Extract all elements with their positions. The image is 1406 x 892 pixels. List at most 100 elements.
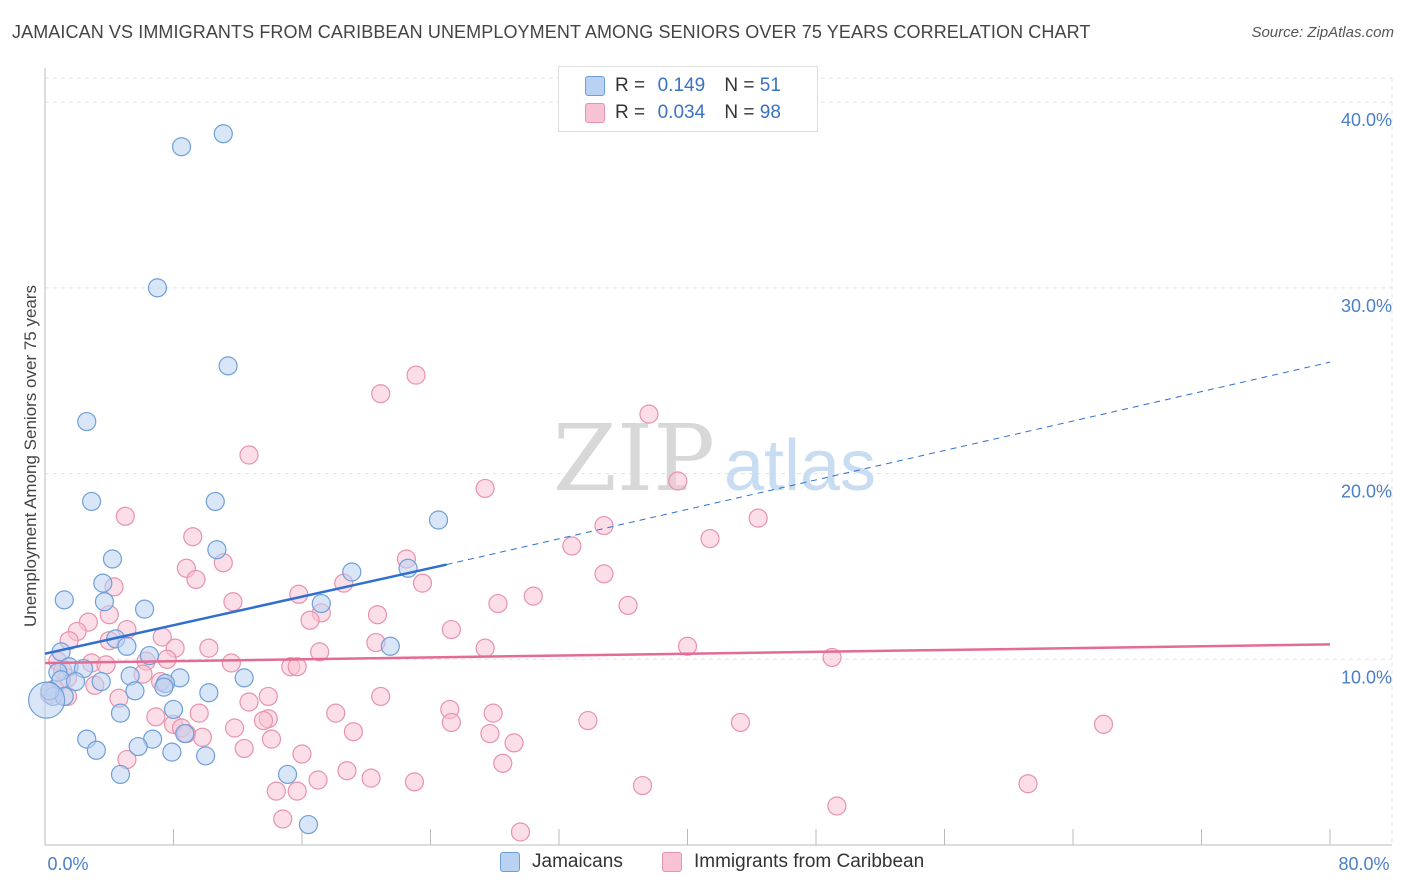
caribbean-point bbox=[748, 508, 768, 528]
caribbean-point bbox=[183, 527, 203, 547]
caribbean-point bbox=[292, 744, 312, 764]
legend-r-value: 0.149 bbox=[657, 75, 706, 96]
caribbean-point bbox=[308, 770, 328, 790]
caribbean-point bbox=[96, 655, 116, 675]
caribbean-point bbox=[730, 712, 751, 733]
jamaican-point bbox=[163, 699, 184, 720]
caribbean-point bbox=[310, 642, 330, 662]
jamaican-point bbox=[81, 491, 102, 512]
legend-n-label: N = bbox=[724, 75, 755, 96]
caribbean-point bbox=[234, 738, 254, 759]
legend-label-jamaicans: Jamaicans bbox=[532, 851, 623, 872]
bottom-legend-jamaicans[interactable]: Jamaicans bbox=[500, 851, 623, 873]
caribbean-point bbox=[221, 653, 241, 673]
caribbean-point bbox=[239, 445, 259, 465]
jamaican-point bbox=[147, 278, 168, 298]
trend-lines bbox=[44, 361, 1331, 665]
x-tick-label: 0.0% bbox=[47, 854, 88, 874]
jamaican-point bbox=[171, 137, 192, 157]
caribbean-point bbox=[146, 707, 166, 727]
jamaican-point bbox=[199, 683, 219, 703]
jamaican-point bbox=[125, 681, 145, 701]
caribbean-point bbox=[406, 365, 426, 385]
legend-swatch-jamaicans bbox=[585, 76, 605, 96]
caribbean-point bbox=[668, 471, 688, 491]
caribbean-point bbox=[523, 586, 543, 606]
caribbean-trend-line bbox=[44, 643, 1331, 665]
watermark-atlas: atlas bbox=[724, 426, 876, 506]
legend-swatch-jamaicans bbox=[500, 852, 520, 872]
jamaican-point bbox=[234, 668, 254, 688]
caribbean-point bbox=[371, 384, 391, 404]
jamaican-point bbox=[205, 491, 225, 512]
caribbean-point bbox=[371, 686, 391, 707]
caribbean-point bbox=[441, 712, 461, 733]
legend-r-value: 0.034 bbox=[657, 102, 706, 123]
series-immigrants-from-caribbean bbox=[40, 365, 1114, 842]
caribbean-point bbox=[199, 638, 219, 658]
y-tick-label: 30.0% bbox=[1341, 296, 1392, 316]
legend-n-value: 98 bbox=[759, 102, 781, 123]
caribbean-point bbox=[289, 584, 309, 604]
caribbean-point bbox=[223, 592, 243, 612]
y-axis-label: Unemployment Among Seniors over 75 years bbox=[21, 285, 40, 627]
caribbean-point bbox=[258, 686, 278, 707]
caribbean-point bbox=[700, 528, 720, 549]
caribbean-point bbox=[157, 649, 177, 669]
caribbean-point bbox=[594, 515, 614, 536]
caribbean-point bbox=[827, 796, 847, 816]
jamaican-point bbox=[162, 742, 182, 762]
caribbean-point bbox=[189, 703, 209, 723]
caribbean-point bbox=[677, 636, 698, 656]
legend-n-value: 51 bbox=[759, 75, 781, 96]
x-tick-label: 80.0% bbox=[1338, 854, 1389, 874]
x-tick-labels: 0.0% 80.0% bbox=[47, 854, 1389, 874]
jamaican-point bbox=[207, 540, 227, 560]
jamaican-point bbox=[77, 411, 97, 432]
jamaican-point bbox=[93, 573, 113, 593]
caribbean-point bbox=[300, 610, 320, 630]
watermark-zip: ZIP bbox=[553, 405, 715, 512]
bottom-legend-caribbean[interactable]: Immigrants from Caribbean bbox=[662, 851, 924, 873]
jamaican-point bbox=[380, 636, 400, 656]
caribbean-point bbox=[480, 723, 500, 744]
caribbean-point bbox=[493, 753, 513, 773]
caribbean-point bbox=[578, 710, 598, 731]
caribbean-point bbox=[475, 638, 495, 658]
legend-box: R = 0.149 N = 51 R = 0.034 N = 98 bbox=[558, 66, 818, 132]
jamaican-point bbox=[218, 356, 238, 376]
jamaican-point bbox=[213, 124, 233, 144]
caribbean-point bbox=[504, 733, 524, 753]
caribbean-point bbox=[287, 781, 307, 801]
jamaican-point bbox=[134, 599, 155, 619]
caribbean-point bbox=[639, 404, 659, 424]
caribbean-point bbox=[224, 718, 245, 738]
jamaican-point bbox=[117, 636, 137, 656]
caribbean-point bbox=[287, 657, 307, 677]
caribbean-point bbox=[186, 569, 206, 590]
caribbean-point bbox=[361, 768, 381, 788]
caribbean-point bbox=[273, 809, 293, 829]
jamaican-point bbox=[298, 814, 319, 835]
jamaican-point bbox=[139, 645, 160, 666]
jamaican-point bbox=[110, 703, 131, 723]
caribbean-point bbox=[412, 573, 433, 593]
legend-row-caribbean: R = 0.034 N = 98 bbox=[585, 100, 781, 126]
y-tick-label: 20.0% bbox=[1341, 482, 1392, 502]
caribbean-point bbox=[618, 595, 638, 616]
legend-r-label: R = bbox=[615, 75, 646, 96]
caribbean-point bbox=[1093, 714, 1114, 734]
jamaican-point bbox=[86, 740, 107, 760]
jamaican-point bbox=[277, 764, 298, 785]
jamaican-point bbox=[65, 671, 86, 692]
jamaican-point bbox=[102, 549, 123, 569]
chart-source: Source: ZipAtlas.com bbox=[1251, 24, 1394, 41]
caribbean-point bbox=[115, 506, 135, 526]
caribbean-point bbox=[253, 710, 274, 731]
caribbean-point bbox=[266, 781, 286, 801]
jamaican-point bbox=[54, 590, 74, 610]
caribbean-point bbox=[475, 478, 495, 499]
caribbean-point bbox=[1018, 774, 1038, 794]
jamaican-point bbox=[94, 592, 115, 612]
